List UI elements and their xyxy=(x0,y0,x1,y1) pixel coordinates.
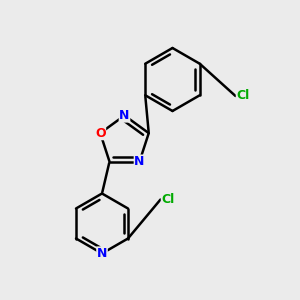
Text: O: O xyxy=(95,127,106,140)
Text: N: N xyxy=(134,155,145,168)
Text: N: N xyxy=(119,109,130,122)
Text: Cl: Cl xyxy=(161,193,175,206)
Text: N: N xyxy=(97,247,107,260)
Text: Cl: Cl xyxy=(236,89,250,103)
